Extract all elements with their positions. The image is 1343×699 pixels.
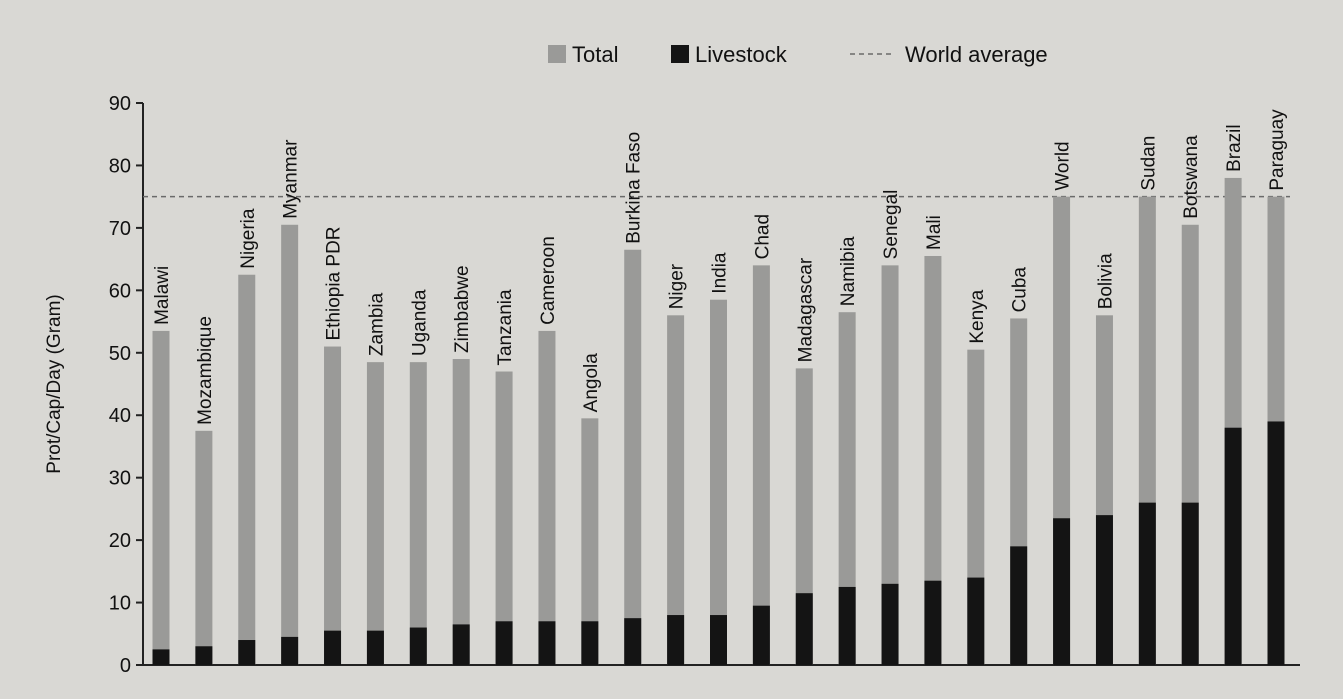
legend-label-livestock: Livestock xyxy=(695,42,788,67)
y-tick-label: 90 xyxy=(109,93,131,115)
bar-livestock xyxy=(838,586,856,665)
y-tick-label: 50 xyxy=(109,343,131,365)
bar-total xyxy=(838,312,856,665)
legend-label-world-average: World average xyxy=(905,42,1048,67)
bar-category-label: Botswana xyxy=(1181,135,1202,219)
y-tick-label: 30 xyxy=(109,468,131,490)
bar-total xyxy=(667,315,685,665)
bar-total xyxy=(581,418,599,665)
bar-total xyxy=(624,249,642,665)
bar-livestock xyxy=(881,583,899,665)
bar-category-label: Burkina Faso xyxy=(624,132,645,244)
y-tick-label: 70 xyxy=(109,218,131,240)
bar-category-label: Mozambique xyxy=(195,316,216,425)
legend-swatch-total xyxy=(548,45,566,63)
bar-category-label: Malawi xyxy=(152,266,173,325)
bar-total xyxy=(538,330,556,665)
bar-category-label: Paraguay xyxy=(1267,109,1288,191)
bar-total xyxy=(710,299,727,665)
bar-category-label: Zambia xyxy=(366,292,387,356)
bar-category-label: Niger xyxy=(667,263,688,309)
bar-livestock xyxy=(1053,518,1071,665)
y-tick-label: 0 xyxy=(120,655,131,677)
bar-category-label: Namibia xyxy=(838,236,859,306)
bar-category-label: Senegal xyxy=(881,190,902,260)
bar-category-label: Cuba xyxy=(1010,267,1031,313)
bar-livestock xyxy=(195,646,213,665)
bar-livestock xyxy=(1010,546,1028,665)
y-tick-label: 20 xyxy=(109,530,131,552)
bar-livestock xyxy=(924,580,942,665)
bar-livestock xyxy=(281,636,299,665)
bar-total xyxy=(881,265,899,665)
bar-category-label: Nigeria xyxy=(238,208,259,269)
bar-total xyxy=(281,224,299,665)
bar-total xyxy=(366,362,384,665)
bar-livestock xyxy=(1138,502,1156,665)
bar-livestock xyxy=(710,615,727,665)
bar-livestock xyxy=(324,630,342,665)
bar-total xyxy=(409,362,427,665)
bar-livestock xyxy=(238,640,256,665)
bar-category-label: India xyxy=(710,252,731,294)
bar-livestock xyxy=(1224,427,1242,665)
bar-category-label: Madagascar xyxy=(795,257,816,362)
legend-swatch-livestock xyxy=(671,45,689,63)
bar-category-label: Zimbabwe xyxy=(452,265,473,353)
bar-livestock xyxy=(624,618,642,665)
bar-category-label: Sudan xyxy=(1138,136,1159,191)
bar-category-label: Brazil xyxy=(1224,124,1245,172)
bar-total xyxy=(452,359,470,665)
bar-total xyxy=(238,274,256,665)
bar-category-label: Ethiopia PDR xyxy=(324,226,345,340)
bar-category-label: Myanmar xyxy=(281,139,302,219)
bar-livestock xyxy=(752,605,770,665)
bar-livestock xyxy=(495,621,513,665)
bar-livestock xyxy=(967,577,985,665)
bar-category-label: Mali xyxy=(924,215,945,250)
bar-livestock xyxy=(581,621,599,665)
bar-total xyxy=(924,255,942,665)
y-axis-title: Prot/Cap/Day (Gram) xyxy=(44,294,65,473)
y-tick-label: 60 xyxy=(109,280,131,302)
bar-total xyxy=(795,368,813,665)
bar-category-label: Angola xyxy=(581,353,602,413)
bar-livestock xyxy=(366,630,384,665)
bar-livestock xyxy=(452,624,470,665)
bar-livestock xyxy=(1181,502,1199,665)
bar-category-label: Cameroon xyxy=(538,236,559,325)
bar-category-label: Kenya xyxy=(967,289,988,343)
bar-category-label: Chad xyxy=(752,214,773,259)
bar-total xyxy=(195,430,213,665)
bar-livestock xyxy=(1267,421,1285,665)
legend-label-total: Total xyxy=(572,42,618,67)
bar-total xyxy=(495,371,513,665)
y-tick-label: 10 xyxy=(109,593,131,615)
bar-livestock xyxy=(538,621,556,665)
bar-category-label: World xyxy=(1053,141,1074,190)
bar-livestock xyxy=(795,593,813,665)
bar-livestock xyxy=(667,615,685,665)
bar-livestock xyxy=(409,627,427,665)
bar-livestock xyxy=(152,649,170,665)
y-tick-label: 40 xyxy=(109,405,131,427)
y-tick-label: 80 xyxy=(109,155,131,177)
bar-category-label: Uganda xyxy=(409,289,430,356)
bar-livestock xyxy=(1095,515,1113,665)
bar-total xyxy=(324,346,342,665)
bar-total xyxy=(152,330,170,665)
bar-total xyxy=(752,265,770,665)
bar-category-label: Bolivia xyxy=(1095,253,1116,309)
bar-category-label: Tanzania xyxy=(495,289,516,365)
